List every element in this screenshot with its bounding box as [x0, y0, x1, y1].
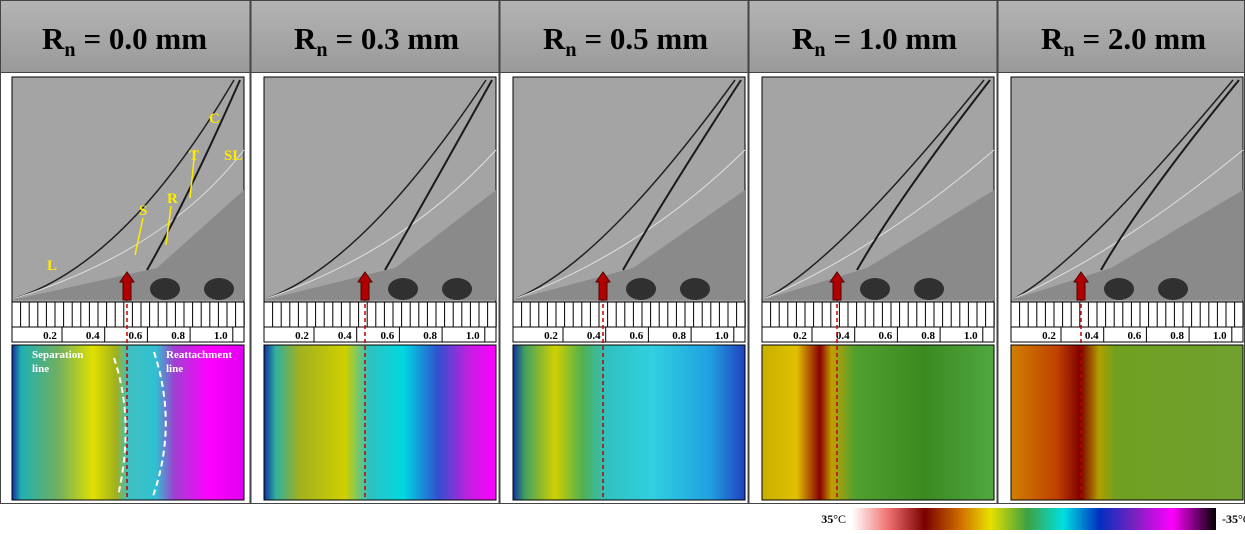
shock-label: R — [167, 191, 178, 207]
scale-label: 1.0 — [715, 330, 729, 342]
model-hole — [680, 278, 710, 300]
colorbar-min: -35°C — [1222, 512, 1245, 526]
header-symbol: R — [42, 21, 65, 56]
thermal-image — [264, 345, 496, 500]
header-subscript: n — [64, 39, 75, 61]
header-value: = 0.0 mm — [83, 21, 207, 56]
header-symbol: R — [543, 21, 566, 56]
scale-label: 0.4 — [836, 330, 850, 342]
model-hole — [626, 278, 656, 300]
model-hole — [150, 278, 180, 300]
header-value: = 0.3 mm — [335, 21, 459, 56]
header-subscript: n — [1063, 39, 1074, 61]
shock-label: SL — [224, 148, 242, 164]
header-value: = 1.0 mm — [833, 21, 957, 56]
header-subscript: n — [565, 39, 576, 61]
thermal-image — [513, 345, 745, 500]
scale-label: 1.0 — [964, 330, 978, 342]
model-hole — [388, 278, 418, 300]
annotation-text: Reattachment — [166, 349, 232, 361]
header-subscript: n — [316, 39, 327, 61]
header-value: = 2.0 mm — [1082, 21, 1206, 56]
model-hole — [1158, 278, 1188, 300]
scale-label: 0.8 — [171, 330, 185, 342]
shock-label: S — [139, 203, 147, 219]
scale-label: 0.8 — [423, 330, 437, 342]
scale-label: 0.8 — [1170, 330, 1184, 342]
scale-label: 0.6 — [129, 330, 143, 342]
scale-label: 0.2 — [1042, 330, 1056, 342]
scale-label: 0.8 — [672, 330, 686, 342]
scale-label: 0.4 — [86, 330, 100, 342]
annotation-text: Separation — [32, 349, 83, 361]
thermal-image — [1011, 345, 1243, 500]
header-symbol: R — [1041, 21, 1064, 56]
shock-label: C — [209, 111, 220, 127]
scale-label: 1.0 — [1213, 330, 1227, 342]
colorbar — [852, 508, 1216, 530]
scale-label: 0.2 — [544, 330, 558, 342]
scale-label: 0.2 — [295, 330, 309, 342]
model-hole — [442, 278, 472, 300]
scale-label: 0.4 — [1085, 330, 1099, 342]
scale-label: 0.4 — [587, 330, 601, 342]
annotation-text: line — [166, 363, 183, 375]
scale-label: 0.2 — [793, 330, 807, 342]
scale-label: 1.0 — [466, 330, 480, 342]
figure: Rn = 0.0 mm 0.2 0.4 0.6 0.8 1.0 Rn = 0.3 mm 0.2 0.… — [0, 0, 1245, 534]
model-hole — [204, 278, 234, 300]
header-value: = 0.5 mm — [584, 21, 708, 56]
model-hole — [860, 278, 890, 300]
header-symbol: R — [294, 21, 317, 56]
scale-label: 0.6 — [879, 330, 893, 342]
scale-label: 0.4 — [338, 330, 352, 342]
model-hole — [1104, 278, 1134, 300]
annotation-text: line — [32, 363, 49, 375]
colorbar-max: 35°C — [821, 512, 846, 526]
header-subscript: n — [814, 39, 825, 61]
scale-label: 0.8 — [921, 330, 935, 342]
scale-label: 0.6 — [1128, 330, 1142, 342]
header-symbol: R — [792, 21, 815, 56]
scale-label: 1.0 — [214, 330, 228, 342]
shock-label: L — [47, 258, 57, 274]
scale-label: 0.6 — [630, 330, 644, 342]
model-hole — [914, 278, 944, 300]
scale-label: 0.2 — [43, 330, 57, 342]
thermal-image — [762, 345, 994, 500]
scale-label: 0.6 — [381, 330, 395, 342]
